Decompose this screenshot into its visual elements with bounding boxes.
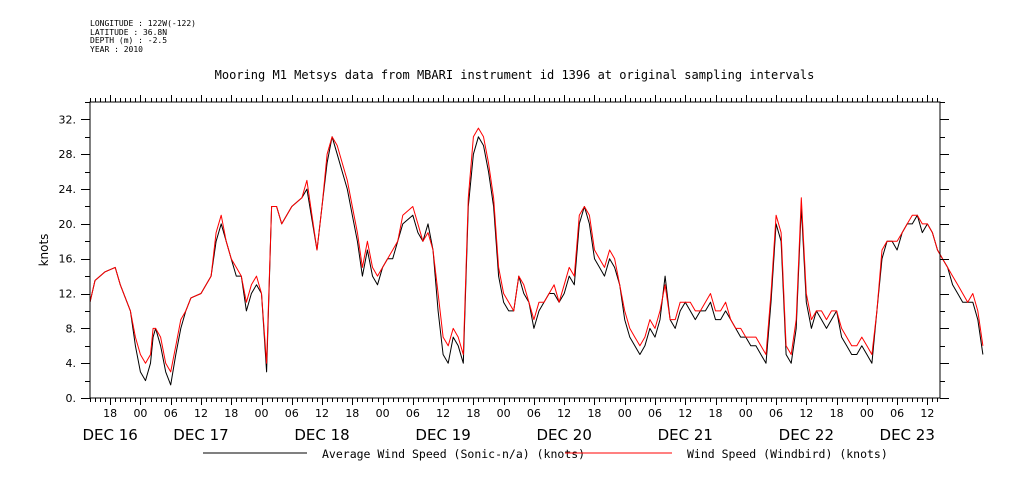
x-tick-label: 18 <box>466 407 480 420</box>
x-tick-label: 12 <box>436 407 450 420</box>
x-day-label: DEC 18 <box>294 426 349 444</box>
latitude-label: LATITUDE : 36.8N <box>90 27 168 37</box>
x-day-label: DEC 16 <box>82 426 137 444</box>
x-day-label: DEC 19 <box>415 426 470 444</box>
x-tick-label: 06 <box>769 407 783 420</box>
depth-label: DEPTH (m) : -2.5 <box>90 36 168 45</box>
series-sonic-line <box>89 136 984 386</box>
x-tick-label: 06 <box>406 407 420 420</box>
legend: Average Wind Speed (Sonic-n/a) (knots) W… <box>203 447 888 461</box>
series-layer <box>89 127 984 386</box>
longitude-label: LONGITUDE : 122W(-122) <box>90 19 196 28</box>
x-tick-label: 18 <box>345 407 359 420</box>
year-label: YEAR : 2010 <box>90 44 143 54</box>
y-tick-label: 0. <box>66 392 77 405</box>
y-tick-label: 16. <box>59 253 77 266</box>
y-tick-label: 24. <box>59 183 77 196</box>
y-tick-label: 28. <box>59 148 77 161</box>
x-day-label: DEC 23 <box>880 426 935 444</box>
y-tick-label: 20. <box>59 218 77 231</box>
plot-frame <box>89 101 941 399</box>
y-tick-label: 32. <box>59 113 77 126</box>
x-day-label: DEC 17 <box>173 426 228 444</box>
x-tick-label: 18 <box>587 407 601 420</box>
x-tick-label: 12 <box>315 407 329 420</box>
x-tick-label: 12 <box>920 407 934 420</box>
legend-label-sonic: Average Wind Speed (Sonic-n/a) (knots) <box>322 447 585 461</box>
ticks-layer: 18 00 06 12 18 00 06 12 18 00 06 12 18 00 06 12 18 00 06 12… <box>59 95 949 444</box>
x-tick-label: 12 <box>799 407 813 420</box>
x-tick-label: 00 <box>618 407 632 420</box>
x-tick-label: 06 <box>890 407 904 420</box>
y-tick-label: 4. <box>66 357 77 370</box>
x-tick-label: 12 <box>194 407 208 420</box>
x-day-label: DEC 21 <box>658 426 713 444</box>
y-tick-label: 12. <box>59 288 77 301</box>
x-tick-label: 06 <box>527 407 541 420</box>
chart-title: Mooring M1 Metsys data from MBARI instru… <box>214 68 815 82</box>
x-tick-label: 18 <box>224 407 238 420</box>
x-tick-label: 06 <box>285 407 299 420</box>
series-windbird-line <box>89 127 984 373</box>
x-tick-label: 00 <box>497 407 511 420</box>
x-tick-label: 12 <box>557 407 571 420</box>
x-day-label: DEC 22 <box>779 426 834 444</box>
y-tick-label: 8. <box>66 322 77 335</box>
x-tick-label: 00 <box>739 407 753 420</box>
x-tick-label: 18 <box>830 407 844 420</box>
x-tick-label: 00 <box>860 407 874 420</box>
mooring-metadata: LONGITUDE : 122W(-122) LATITUDE : 36.8N … <box>90 19 196 54</box>
x-tick-label: 06 <box>164 407 178 420</box>
x-tick-label: 00 <box>133 407 147 420</box>
x-tick-label: 06 <box>648 407 662 420</box>
x-tick-label: 12 <box>678 407 692 420</box>
x-tick-label: 18 <box>103 407 117 420</box>
x-tick-label: 18 <box>709 407 723 420</box>
y-axis-label: knots <box>37 234 51 267</box>
legend-label-windbird: Wind Speed (Windbird) (knots) <box>687 447 888 461</box>
x-tick-label: 00 <box>376 407 390 420</box>
x-tick-label: 00 <box>255 407 269 420</box>
x-day-label: DEC 20 <box>537 426 592 444</box>
